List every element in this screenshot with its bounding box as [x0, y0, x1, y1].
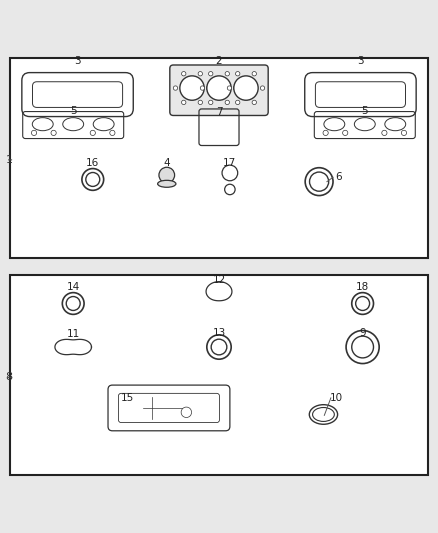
- Ellipse shape: [354, 118, 375, 131]
- Circle shape: [356, 296, 370, 310]
- Circle shape: [211, 339, 227, 355]
- Text: 18: 18: [356, 282, 369, 292]
- Circle shape: [208, 71, 213, 76]
- Text: 7: 7: [215, 107, 223, 117]
- Text: 3: 3: [357, 55, 364, 66]
- Text: 4: 4: [163, 158, 170, 168]
- Circle shape: [200, 86, 205, 90]
- Text: 2: 2: [215, 55, 223, 66]
- Ellipse shape: [324, 118, 345, 131]
- Text: 8: 8: [6, 373, 13, 383]
- Circle shape: [260, 86, 265, 90]
- Circle shape: [252, 100, 256, 104]
- Text: 12: 12: [212, 276, 226, 286]
- Circle shape: [208, 100, 213, 104]
- Circle shape: [206, 86, 211, 90]
- Bar: [10, 275, 428, 475]
- Circle shape: [234, 76, 258, 100]
- Circle shape: [352, 336, 374, 358]
- Ellipse shape: [93, 118, 114, 131]
- FancyBboxPatch shape: [170, 65, 268, 116]
- Text: 15: 15: [121, 393, 134, 403]
- Circle shape: [182, 100, 186, 104]
- Circle shape: [198, 71, 202, 76]
- Text: 10: 10: [330, 393, 343, 403]
- Ellipse shape: [63, 118, 84, 131]
- Text: 5: 5: [361, 106, 368, 116]
- Circle shape: [236, 100, 240, 104]
- Circle shape: [310, 172, 328, 191]
- Circle shape: [225, 100, 230, 104]
- Circle shape: [159, 167, 175, 183]
- Text: 11: 11: [67, 329, 80, 339]
- Text: 1: 1: [6, 155, 13, 165]
- Text: 14: 14: [67, 282, 80, 292]
- Circle shape: [225, 71, 230, 76]
- Circle shape: [207, 76, 231, 100]
- Circle shape: [86, 173, 100, 187]
- Circle shape: [180, 76, 204, 100]
- Ellipse shape: [158, 180, 176, 187]
- Circle shape: [233, 86, 238, 90]
- Circle shape: [227, 86, 232, 90]
- Text: 9: 9: [359, 328, 366, 337]
- Text: 16: 16: [86, 158, 99, 168]
- Text: 3: 3: [74, 55, 81, 66]
- Bar: [10, 58, 428, 258]
- Circle shape: [66, 296, 80, 310]
- Text: 17: 17: [223, 158, 237, 168]
- Ellipse shape: [385, 118, 406, 131]
- Circle shape: [198, 100, 202, 104]
- Text: 6: 6: [336, 172, 342, 182]
- Ellipse shape: [313, 408, 334, 422]
- Text: 5: 5: [70, 106, 77, 116]
- Circle shape: [182, 71, 186, 76]
- Circle shape: [236, 71, 240, 76]
- Circle shape: [252, 71, 256, 76]
- Circle shape: [173, 86, 178, 90]
- Ellipse shape: [32, 118, 53, 131]
- Text: 13: 13: [212, 328, 226, 337]
